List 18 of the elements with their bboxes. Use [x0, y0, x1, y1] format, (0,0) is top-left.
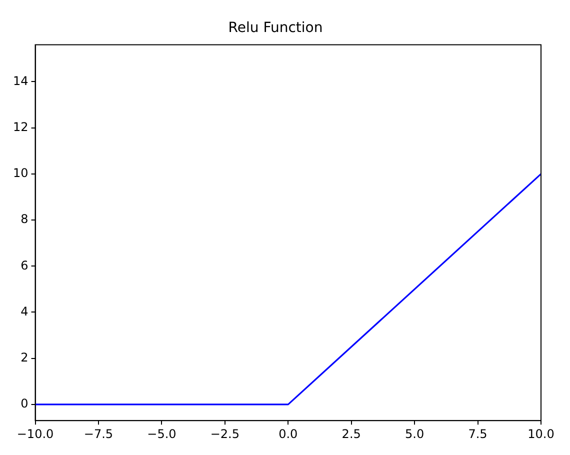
x-tick-label: −10.0	[16, 426, 54, 441]
y-tick-label: 0	[20, 396, 28, 411]
y-tick-label: 12	[12, 120, 28, 134]
y-tick-label: 6	[20, 258, 28, 272]
x-tick-label: 0.0	[278, 426, 298, 441]
x-tick-label: 10.0	[528, 426, 554, 441]
x-tick-label: −5.0	[147, 426, 176, 441]
y-tick-label: 10	[12, 166, 28, 180]
y-tick-label: 14	[12, 74, 28, 88]
y-tick-label: 2	[20, 350, 28, 364]
x-tick-label: −7.5	[84, 426, 114, 441]
y-tick-label: 4	[20, 304, 28, 318]
x-tick-label: 7.5	[468, 426, 488, 441]
chart-title: Relu Function	[228, 20, 323, 36]
x-tick-label: 5.0	[405, 426, 424, 441]
x-tick-label: −2.5	[210, 426, 240, 441]
x-tick-label: 2.5	[342, 426, 361, 441]
y-tick-label: 8	[20, 212, 28, 226]
